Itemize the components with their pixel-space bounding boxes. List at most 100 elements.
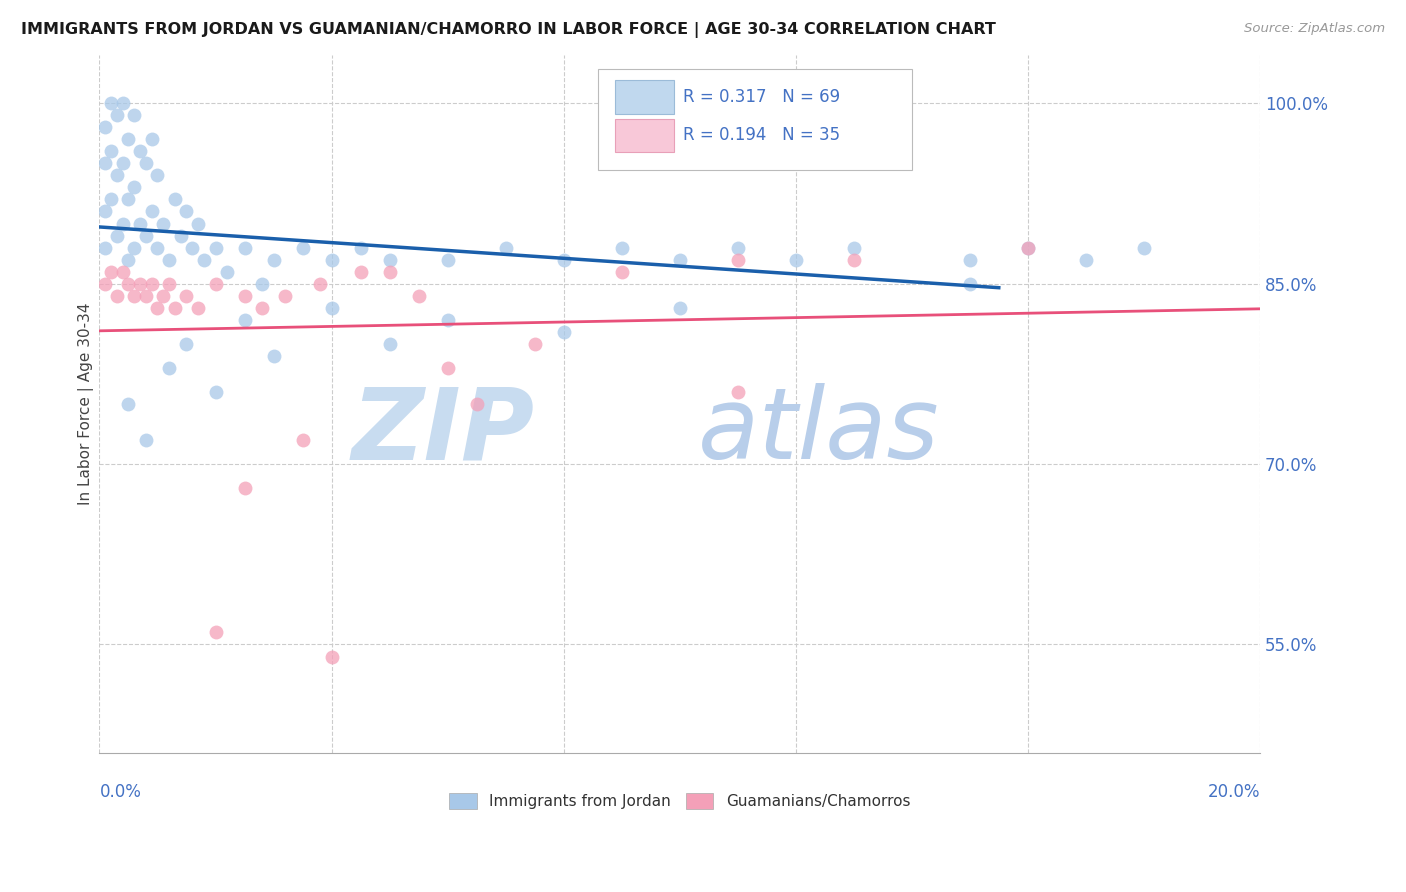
Point	[233, 312, 256, 326]
Point	[1074, 252, 1097, 267]
Text: Source: ZipAtlas.com: Source: ZipAtlas.com	[1244, 22, 1385, 36]
Point	[117, 252, 139, 267]
Point	[163, 193, 186, 207]
Point	[135, 156, 157, 170]
FancyBboxPatch shape	[599, 69, 911, 170]
Point	[94, 120, 117, 135]
Point	[105, 169, 128, 183]
Point	[152, 217, 174, 231]
Point	[321, 301, 343, 315]
Point	[204, 277, 226, 291]
Point	[436, 312, 458, 326]
Text: 0.0%: 0.0%	[100, 783, 142, 801]
Point	[610, 265, 633, 279]
Point	[163, 301, 186, 315]
Point	[111, 265, 134, 279]
Point	[321, 649, 343, 664]
FancyBboxPatch shape	[614, 80, 673, 114]
FancyBboxPatch shape	[614, 119, 673, 153]
Point	[1133, 241, 1156, 255]
Point	[436, 252, 458, 267]
Point	[727, 241, 749, 255]
Point	[176, 204, 198, 219]
Point	[111, 96, 134, 111]
Point	[187, 217, 209, 231]
Point	[378, 252, 401, 267]
Point	[727, 252, 749, 267]
Point	[152, 288, 174, 302]
Point	[170, 228, 193, 243]
Point	[105, 108, 128, 122]
Point	[141, 204, 163, 219]
Point	[408, 288, 430, 302]
Point	[135, 433, 157, 447]
Point	[124, 288, 146, 302]
Point	[495, 241, 517, 255]
Point	[124, 108, 146, 122]
Point	[309, 277, 332, 291]
Point	[263, 252, 285, 267]
Point	[233, 481, 256, 495]
Point	[610, 241, 633, 255]
Point	[727, 384, 749, 399]
Point	[117, 277, 139, 291]
Point	[105, 288, 128, 302]
Point	[321, 252, 343, 267]
Point	[274, 288, 297, 302]
Point	[233, 241, 256, 255]
Point	[842, 241, 865, 255]
Point	[111, 217, 134, 231]
Point	[146, 301, 169, 315]
Text: IMMIGRANTS FROM JORDAN VS GUAMANIAN/CHAMORRO IN LABOR FORCE | AGE 30-34 CORRELAT: IMMIGRANTS FROM JORDAN VS GUAMANIAN/CHAM…	[21, 22, 995, 38]
Point	[1017, 241, 1039, 255]
Point	[157, 277, 180, 291]
Point	[291, 241, 314, 255]
Point	[124, 180, 146, 194]
Point	[959, 277, 981, 291]
Point	[378, 265, 401, 279]
Point	[349, 241, 371, 255]
Point	[668, 252, 690, 267]
Point	[785, 252, 807, 267]
Point	[111, 156, 134, 170]
Point	[105, 228, 128, 243]
Point	[263, 349, 285, 363]
Point	[250, 301, 273, 315]
Point	[233, 288, 256, 302]
Point	[378, 336, 401, 351]
Point	[117, 193, 139, 207]
Point	[94, 241, 117, 255]
Point	[94, 204, 117, 219]
Point	[94, 277, 117, 291]
Point	[94, 156, 117, 170]
Point	[129, 217, 152, 231]
Point	[187, 301, 209, 315]
Point	[146, 169, 169, 183]
Point	[842, 252, 865, 267]
Point	[176, 288, 198, 302]
Point	[553, 252, 575, 267]
Point	[176, 336, 198, 351]
Point	[204, 241, 226, 255]
Point	[436, 360, 458, 375]
Point	[959, 252, 981, 267]
Point	[124, 241, 146, 255]
Point	[204, 625, 226, 640]
Point	[349, 265, 371, 279]
Point	[668, 301, 690, 315]
Point	[193, 252, 215, 267]
Text: R = 0.317   N = 69: R = 0.317 N = 69	[683, 88, 841, 106]
Point	[250, 277, 273, 291]
Point	[157, 360, 180, 375]
Point	[146, 241, 169, 255]
Point	[135, 288, 157, 302]
Point	[291, 433, 314, 447]
Text: atlas: atlas	[699, 384, 939, 481]
Point	[129, 277, 152, 291]
Point	[100, 265, 122, 279]
Text: ZIP: ZIP	[352, 384, 534, 481]
Point	[100, 145, 122, 159]
Point	[204, 384, 226, 399]
Y-axis label: In Labor Force | Age 30-34: In Labor Force | Age 30-34	[79, 302, 94, 505]
Point	[523, 336, 546, 351]
